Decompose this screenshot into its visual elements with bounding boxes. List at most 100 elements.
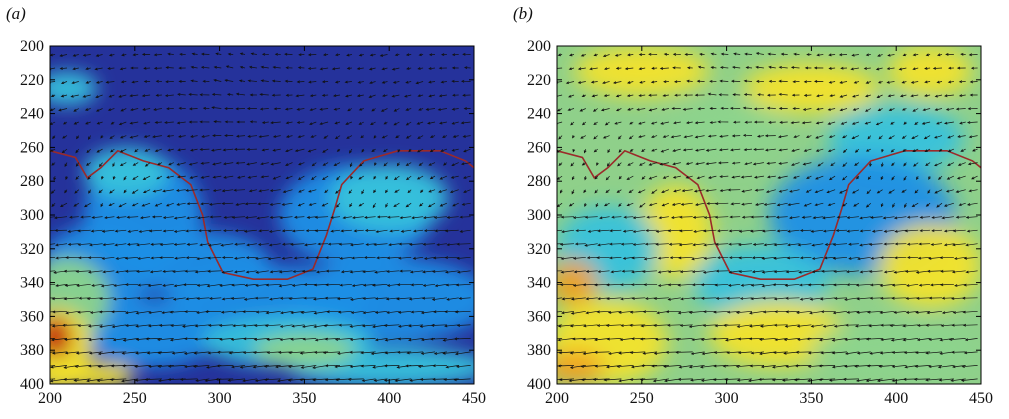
quiver-arrow (960, 148, 966, 152)
quiver-arrow (456, 323, 471, 327)
quiver-arrow (831, 351, 848, 355)
quiver-arrow (330, 229, 341, 233)
quiver-arrow (432, 270, 447, 274)
quiver-arrow (828, 66, 836, 70)
quiver-arrow (384, 338, 400, 342)
quiver-arrow (270, 162, 281, 166)
quiver-arrow (968, 135, 978, 139)
quiver-arrow (196, 296, 210, 300)
quiver-arrow (629, 351, 646, 355)
quiver-arrow (599, 216, 610, 220)
quiver-arrow (317, 242, 329, 246)
quiver-arrow (422, 283, 436, 287)
quiver-arrow (754, 188, 764, 192)
quiver-arrow (892, 203, 895, 208)
quiver-arrow (846, 283, 859, 287)
quiver-arrow (686, 66, 693, 70)
quiver-arrow (934, 162, 943, 167)
quiver-arrow (323, 324, 341, 328)
quiver-arrow (461, 202, 471, 206)
quiver-arrow (965, 243, 978, 247)
quiver-arrow (806, 175, 812, 179)
y-tick-label: 220 (527, 72, 551, 89)
quiver-arrow (803, 148, 812, 152)
quiver-arrow (657, 256, 669, 260)
quiver-arrow (705, 189, 717, 193)
quiver-arrow (702, 229, 717, 233)
quiver-arrow (865, 53, 871, 57)
quiver-arrow (386, 270, 400, 273)
quiver-arrow (412, 256, 424, 260)
quiver-arrow (361, 324, 376, 328)
field-blob (50, 316, 73, 357)
quiver-arrow (644, 242, 658, 246)
quiver-arrow (50, 270, 56, 272)
quiver-arrow (362, 270, 376, 274)
quiver-arrow (832, 256, 848, 260)
quiver-arrow (307, 148, 317, 153)
quiver-arrow (109, 135, 115, 139)
quiver-arrow (381, 135, 388, 139)
quiver-arrow (627, 107, 634, 111)
quiver-arrow (394, 378, 412, 383)
quiver-arrow (557, 364, 575, 368)
quiver-arrow (878, 364, 895, 368)
quiver-arrow (870, 283, 883, 287)
quiver-arrow (688, 365, 705, 369)
quiver-arrow (787, 202, 800, 207)
quiver-arrow (941, 296, 954, 300)
quiver-arrow (934, 94, 943, 98)
quiver-arrow (582, 324, 598, 328)
quiver-arrow (961, 296, 978, 300)
quiver-arrow (235, 161, 246, 165)
quiver-arrow (928, 365, 943, 369)
quiver-arrow (637, 189, 646, 194)
quiver-arrow (924, 67, 931, 70)
quiver-arrow (199, 188, 210, 192)
quiver-arrow (786, 256, 800, 260)
quiver-arrow (906, 215, 919, 219)
quiver-arrow (430, 323, 447, 327)
quiver-arrow (902, 53, 907, 57)
quiver-arrow (129, 135, 139, 139)
quiver-arrows (50, 52, 471, 383)
quiver-arrow (115, 270, 127, 274)
quiver-arrow (945, 189, 954, 193)
quiver-arrow (722, 364, 741, 368)
quiver-arrow (69, 215, 79, 219)
quiver-arrow (388, 243, 400, 247)
quiver-arrow (648, 175, 658, 180)
quiver-arrow (557, 378, 563, 381)
quiver-arrow (173, 229, 186, 233)
quiver-arrow (88, 189, 91, 194)
quiver-arrow (710, 66, 717, 69)
quiver-arrow (694, 121, 705, 125)
y-tick-label: 200 (20, 38, 44, 55)
quiver-arrow (270, 121, 281, 125)
quiver-arrow (405, 108, 412, 111)
quiver-arrow (247, 79, 257, 83)
quiver-arrow (436, 243, 447, 247)
quiver-arrow (50, 189, 56, 194)
quiver-arrow (375, 229, 388, 234)
quiver-arrow (442, 351, 459, 355)
quiver-arrow (659, 162, 669, 166)
quiver-arrow (561, 229, 575, 234)
quiver-arrow (763, 202, 776, 206)
quiver-arrow (655, 242, 669, 246)
quiver-arrow (123, 189, 127, 194)
quiver-arrow (397, 310, 412, 314)
quiver-arrow (398, 242, 412, 246)
quiver-arrow (902, 148, 907, 152)
quiver-arrow (322, 175, 329, 181)
quiver-arrow (560, 256, 575, 261)
quiver-arrow (926, 269, 943, 273)
quiver-arrow (931, 229, 943, 233)
quiver-arrow (685, 162, 693, 165)
quiver-arrow (235, 92, 246, 96)
quiver-arrow (597, 243, 610, 247)
quiver-arrow (141, 52, 151, 56)
quiver-arrow (433, 310, 447, 314)
quiver-arrow (558, 162, 563, 166)
quiver-arrow (393, 108, 400, 112)
